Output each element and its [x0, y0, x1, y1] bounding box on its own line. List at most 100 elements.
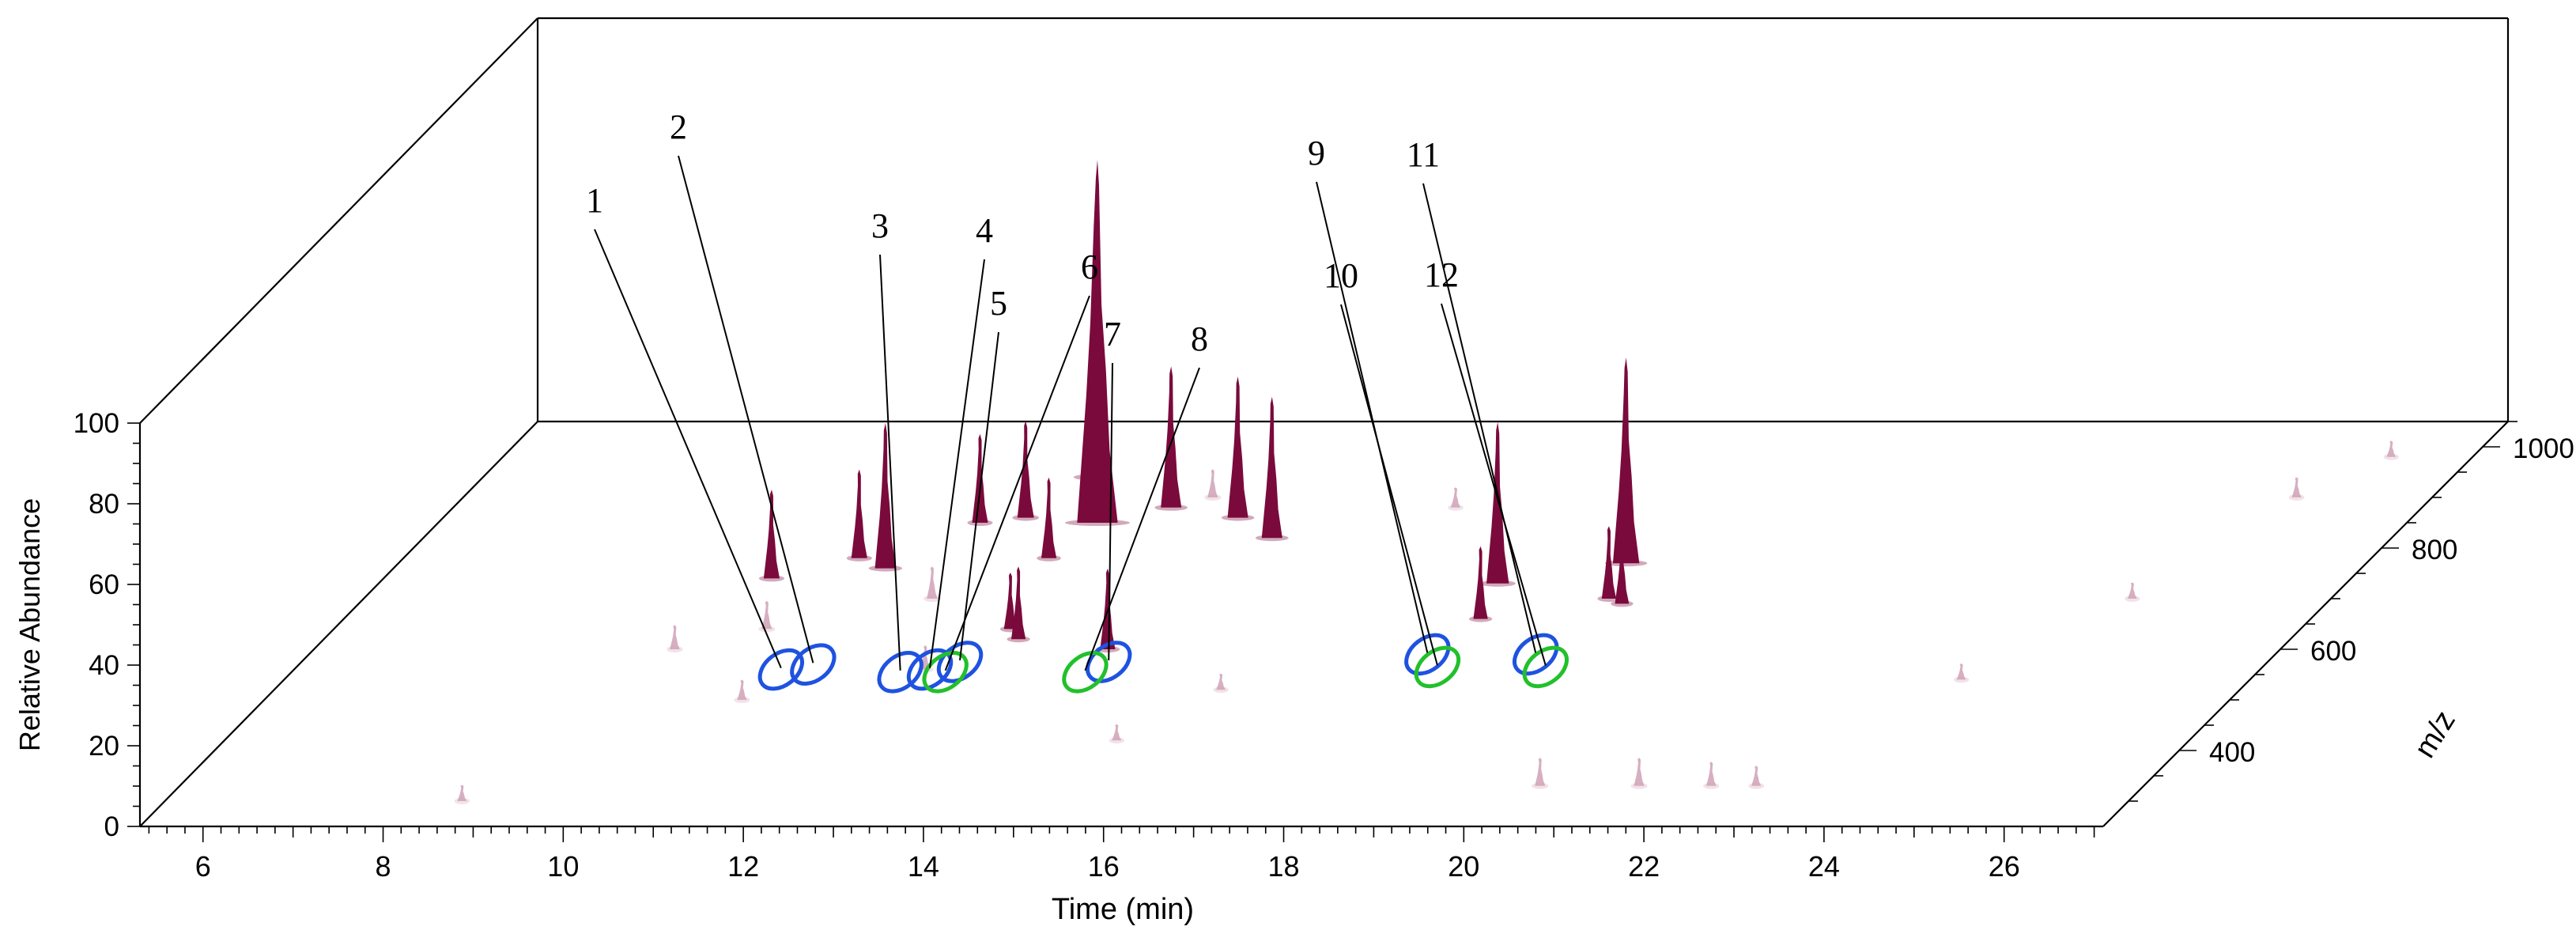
- x-tick-label: 16: [1088, 850, 1120, 883]
- minor-peak-base: [2288, 494, 2305, 501]
- ring-2: [790, 643, 837, 686]
- minor-peak-base: [1109, 737, 1124, 744]
- peak-base: [1012, 514, 1040, 521]
- minor-peak: [2291, 477, 2302, 497]
- minor-peak: [761, 600, 772, 630]
- z-axis-title: m/z: [2408, 705, 2462, 764]
- callout-label-11: 11: [1407, 135, 1440, 174]
- peak-base: [1597, 595, 1621, 602]
- minor-peak-base: [1703, 782, 1720, 789]
- callout-label-4: 4: [976, 211, 993, 250]
- x-tick-label: 18: [1267, 850, 1299, 883]
- y-tick-label: 40: [89, 650, 119, 681]
- y-tick-label: 60: [89, 569, 119, 600]
- minor-peak: [2386, 440, 2397, 457]
- peak: [763, 490, 780, 579]
- minor-peak-base: [734, 697, 750, 703]
- x-tick-label: 6: [195, 850, 211, 883]
- minor-peak: [737, 679, 747, 700]
- callout-label-3: 3: [871, 206, 889, 245]
- ring-12: [1522, 645, 1569, 689]
- minor-peak-base: [1630, 782, 1648, 789]
- callout-line-2: [678, 155, 814, 664]
- minor-peak: [1112, 724, 1122, 741]
- x-tick-label: 10: [547, 850, 579, 883]
- peak: [1010, 566, 1026, 640]
- minor-peak-base: [1213, 686, 1229, 694]
- ring-1: [757, 648, 804, 691]
- callout-line-6: [944, 295, 1090, 671]
- ring-7: [1086, 641, 1132, 683]
- minor-peak-base: [758, 626, 776, 633]
- axis-ticks: 6 8 10 12 14 16 18 20 22 24 26 0 20 40 60 80 100 400 600 80…: [74, 408, 2574, 883]
- x-tick-label: 20: [1448, 850, 1479, 883]
- x-tick-label: 22: [1628, 850, 1660, 883]
- peak-base: [1064, 520, 1131, 526]
- peak: [1615, 535, 1630, 604]
- minor-peak: [1216, 673, 1226, 690]
- x-tick-label: 26: [1989, 850, 2020, 883]
- peak-base: [1154, 504, 1188, 511]
- callout-line-7: [1108, 362, 1113, 661]
- floor-left-edge: [139, 421, 538, 827]
- x-axis-title: Time (min): [1052, 893, 1194, 926]
- callout-label-5: 5: [990, 284, 1007, 323]
- minor-peak-base: [1448, 504, 1464, 511]
- peak-base: [1221, 514, 1255, 521]
- y-tick-label: 20: [89, 731, 119, 762]
- minor-peak-base: [2383, 453, 2399, 460]
- callout-label-9: 9: [1308, 134, 1325, 172]
- peak-base: [1611, 600, 1634, 607]
- minor-peak-base: [667, 646, 683, 652]
- minor-peak: [1207, 469, 1218, 497]
- peak: [1486, 422, 1509, 584]
- peak: [1227, 376, 1248, 518]
- ring-5: [936, 641, 984, 683]
- peak: [1041, 477, 1057, 558]
- peak: [851, 469, 867, 558]
- peak-base: [758, 575, 785, 582]
- x-tick-label: 14: [908, 850, 939, 883]
- callout-line-12: [1441, 303, 1547, 666]
- minor-peak: [1634, 758, 1645, 786]
- callout-line-5: [959, 331, 999, 661]
- x-tick-label: 8: [376, 850, 391, 883]
- ring-8: [1062, 651, 1109, 694]
- minor-peak: [1450, 487, 1461, 508]
- callout-label-8: 8: [1191, 319, 1208, 358]
- callout-line-3: [879, 254, 901, 671]
- minor-peak-base: [2125, 595, 2140, 602]
- peak: [1161, 366, 1182, 508]
- minor-peak: [457, 785, 467, 801]
- peak: [1077, 160, 1118, 523]
- z-tick-label: 800: [2412, 535, 2457, 565]
- minor-peak: [1751, 766, 1762, 786]
- peak-base: [1479, 580, 1516, 587]
- peak-base: [1604, 560, 1648, 567]
- z-tick-label: 400: [2209, 737, 2255, 768]
- peak-base: [1255, 535, 1289, 542]
- peak-base: [1007, 636, 1030, 643]
- minor-peak: [1705, 762, 1717, 786]
- minor-peak: [927, 566, 938, 599]
- ring-11: [1513, 633, 1559, 676]
- x-tick-label: 24: [1808, 850, 1840, 883]
- ring-9: [1404, 633, 1451, 676]
- peak-base: [1468, 615, 1493, 622]
- ring-10: [1414, 645, 1461, 689]
- callout-line-1: [594, 229, 782, 668]
- y-axis-title: Relative Abundance: [13, 498, 46, 751]
- minor-peak: [1956, 664, 1966, 680]
- peak: [972, 433, 988, 523]
- peak: [874, 423, 897, 569]
- peak: [1017, 421, 1034, 518]
- minor-peak-base: [924, 595, 941, 602]
- annotation-rings: [757, 633, 1569, 694]
- callout-label-1: 1: [586, 181, 603, 220]
- minor-peak-base: [1532, 782, 1549, 789]
- peak: [1261, 396, 1282, 539]
- minor-peak-base: [1748, 782, 1765, 789]
- box-left-top-edge: [139, 17, 538, 424]
